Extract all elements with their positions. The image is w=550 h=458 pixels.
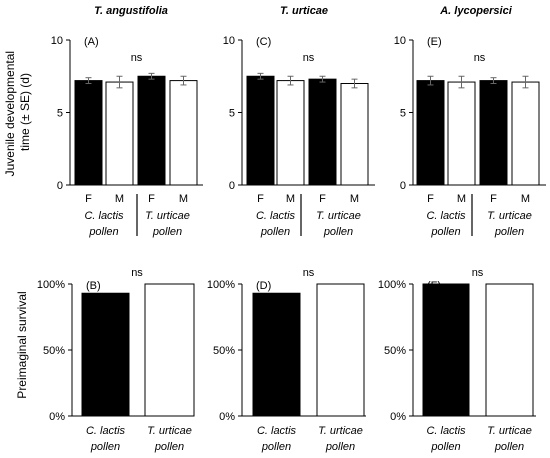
group-label-line1: T. urticae	[145, 210, 190, 222]
x-tick-label: F	[319, 193, 326, 205]
y-tick-label: 10	[51, 35, 63, 47]
y-tick-label: 100%	[37, 279, 65, 291]
y-tick-label: 50%	[384, 345, 406, 357]
panel-label: (B)	[86, 280, 101, 292]
bar	[81, 292, 130, 417]
y-tick-label: 0%	[49, 411, 65, 423]
y-axis-label-top: Juvenile developmental time (± SE) (d)	[3, 48, 32, 177]
panel-label: (A)	[84, 36, 99, 48]
group-label-line1: T. urticae	[316, 210, 361, 222]
x-tick-label: F	[148, 193, 155, 205]
bar	[246, 75, 275, 186]
y-tick-label: 50%	[43, 345, 65, 357]
group-label-line2: pollen	[260, 226, 290, 238]
y-tick-label: 0	[57, 180, 63, 192]
group-label-line1: C. lactis	[84, 210, 124, 222]
bar	[105, 81, 134, 186]
group-label-line1: C. lactis	[426, 210, 466, 222]
group-label-line2: pollen	[430, 226, 460, 238]
x-tick-label-line2: pollen	[325, 441, 355, 453]
y-tick-label: 0	[229, 180, 235, 192]
panel-E: A. lycopersici 0 5 10 (E) ns F M F M C. lactis poll…	[394, 5, 546, 238]
bar	[276, 80, 305, 186]
significance-label: ns	[474, 52, 486, 64]
bar	[74, 80, 103, 186]
panel-title: T. angustifolia	[94, 5, 168, 17]
x-tick-label: M	[115, 193, 124, 205]
panel-label: (D)	[256, 280, 271, 292]
bar	[511, 81, 540, 186]
x-tick-label: M	[457, 193, 466, 205]
x-tick-label: F	[257, 193, 264, 205]
x-tick-label-line1: C. lactis	[257, 425, 297, 437]
x-tick-label-line2: pollen	[261, 441, 291, 453]
y-tick-label: 100%	[207, 279, 235, 291]
group-label-line2: pollen	[323, 226, 353, 238]
y-tick-label: 50%	[213, 345, 235, 357]
bar	[422, 283, 470, 417]
bar	[447, 81, 476, 186]
y-tick-label: 5	[400, 108, 406, 120]
bar	[308, 78, 337, 186]
significance-label: ns	[472, 267, 484, 279]
panel-A: T. angustifolia 0 5 10 (A) ns F M F M C. lactis pol…	[51, 5, 203, 238]
x-tick-label-line2: pollen	[430, 441, 460, 453]
significance-label: ns	[131, 267, 143, 279]
panel-C: T. urticae 0 5 10 (C) ns F M F M C. lactis pollen T.…	[223, 5, 375, 238]
significance-label: ns	[303, 52, 315, 64]
y-tick-label: 0%	[390, 411, 406, 423]
x-tick-label-line1: C. lactis	[426, 425, 466, 437]
panel-label: (C)	[256, 36, 271, 48]
x-tick-label: F	[490, 193, 497, 205]
x-tick-label: M	[179, 193, 188, 205]
x-tick-label-line2: pollen	[90, 441, 120, 453]
x-tick-label: F	[85, 193, 92, 205]
group-label-line2: pollen	[88, 226, 118, 238]
panels: T. angustifolia 0 5 10 (A) ns F M F M C. lactis pol…	[37, 5, 546, 453]
y-tick-label: 0%	[219, 411, 235, 423]
significance-label: ns	[303, 267, 315, 279]
x-tick-label-line2: pollen	[154, 441, 184, 453]
panel-title: T. urticae	[280, 5, 328, 17]
y-tick-label: 10	[394, 35, 406, 47]
bar	[137, 75, 166, 186]
panel-D: 0% 50% 100% (D) ns C. lactis pollen T. urticae p…	[207, 267, 366, 453]
y-tick-label: 100%	[378, 279, 406, 291]
group-label-line2: pollen	[494, 226, 524, 238]
group-label-line1: C. lactis	[256, 210, 296, 222]
y-tick-label: 0	[400, 180, 406, 192]
x-tick-label-line1: T. urticae	[147, 425, 192, 437]
significance-label: ns	[131, 52, 143, 64]
bar	[416, 80, 445, 186]
panel-label: (E)	[427, 36, 442, 48]
y-axis-label-top-line1: Juvenile developmental	[3, 51, 17, 176]
bar	[316, 283, 365, 417]
x-tick-label-line1: T. urticae	[487, 425, 532, 437]
panel-title: A. lycopersici	[439, 5, 512, 17]
x-tick-label: F	[427, 193, 434, 205]
panel-B: 0% 50% 100% (B) ns C. lactis pollen T. urticae p…	[37, 267, 195, 453]
y-axis-label-top-line2: time (± SE) (d)	[18, 73, 32, 151]
x-tick-label: M	[521, 193, 530, 205]
x-tick-label-line1: C. lactis	[86, 425, 126, 437]
x-tick-label: M	[286, 193, 295, 205]
group-label-line1: T. urticae	[487, 210, 532, 222]
x-tick-label-line2: pollen	[494, 441, 524, 453]
bar	[485, 283, 534, 417]
y-tick-label: 10	[223, 35, 235, 47]
x-tick-label-line1: T. urticae	[318, 425, 363, 437]
bar	[479, 80, 508, 186]
x-tick-label: M	[350, 193, 359, 205]
bar	[252, 292, 301, 417]
y-tick-label: 5	[229, 108, 235, 120]
bar	[144, 283, 195, 417]
y-tick-label: 5	[57, 108, 63, 120]
bar	[340, 83, 369, 186]
y-axis-label-bottom: Preimaginal survival	[15, 291, 29, 398]
bar	[169, 80, 198, 186]
group-label-line2: pollen	[152, 226, 182, 238]
